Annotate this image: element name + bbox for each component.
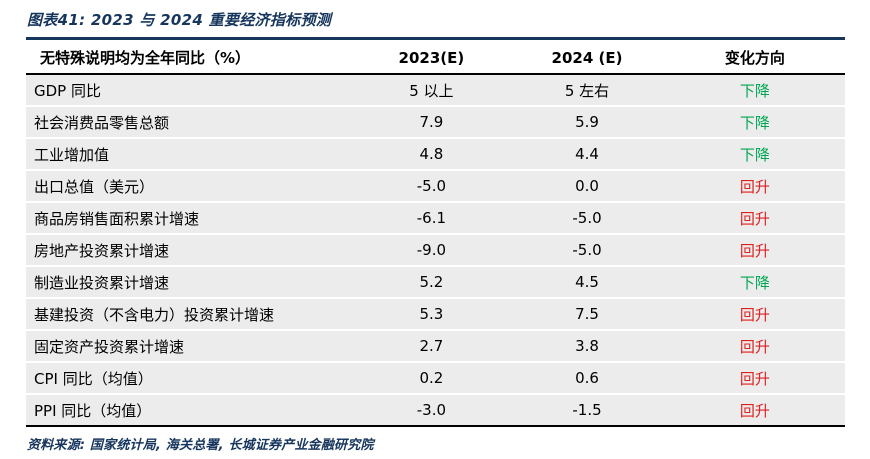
value-2023-cell: 5 以上 — [353, 75, 510, 107]
direction-cell: 回升 — [664, 363, 845, 395]
direction-cell: 回升 — [664, 299, 845, 331]
table-row: 固定资产投资累计增速 2.7 3.8 回升 — [26, 331, 845, 363]
direction-cell: 回升 — [664, 171, 845, 203]
forecast-table: 无特殊说明均为全年同比（%） 2023(E) 2024 (E) 变化方向 GDP… — [26, 41, 845, 427]
value-2023-cell: 4.8 — [353, 139, 510, 171]
indicator-cell: CPI 同比（均值） — [26, 363, 354, 395]
value-2023-cell: -5.0 — [353, 171, 510, 203]
direction-cell: 下降 — [664, 267, 845, 299]
direction-cell: 下降 — [664, 139, 845, 171]
direction-cell: 回升 — [664, 235, 845, 267]
value-2023-cell: 2.7 — [353, 331, 510, 363]
direction-cell: 回升 — [664, 203, 845, 235]
header-row: 无特殊说明均为全年同比（%） 2023(E) 2024 (E) 变化方向 — [26, 41, 845, 75]
indicator-cell: 固定资产投资累计增速 — [26, 331, 354, 363]
indicator-cell: 社会消费品零售总额 — [26, 107, 354, 139]
indicator-cell: PPI 同比（均值） — [26, 395, 354, 427]
value-2024-cell: 5.9 — [509, 107, 665, 139]
value-2023-cell: 5.3 — [353, 299, 510, 331]
value-2024-cell: 0.6 — [509, 363, 665, 395]
table-row: CPI 同比（均值） 0.2 0.6 回升 — [26, 363, 845, 395]
indicator-cell: 基建投资（不含电力）投资累计增速 — [26, 299, 354, 331]
value-2024-cell: 7.5 — [509, 299, 665, 331]
table-row: 工业增加值 4.8 4.4 下降 — [26, 139, 845, 171]
table-row: 出口总值（美元） -5.0 0.0 回升 — [26, 171, 845, 203]
value-2023-cell: 0.2 — [353, 363, 510, 395]
header-2024: 2024 (E) — [509, 41, 665, 75]
indicator-cell: 房地产投资累计增速 — [26, 235, 354, 267]
value-2023-cell: 7.9 — [353, 107, 510, 139]
table-row: 商品房销售面积累计增速 -6.1 -5.0 回升 — [26, 203, 845, 235]
value-2024-cell: 4.5 — [509, 267, 665, 299]
indicator-cell: 商品房销售面积累计增速 — [26, 203, 354, 235]
indicator-cell: 工业增加值 — [26, 139, 354, 171]
value-2024-cell: 5 左右 — [509, 75, 665, 107]
value-2024-cell: 4.4 — [509, 139, 665, 171]
direction-cell: 回升 — [664, 395, 845, 427]
table-row: GDP 同比 5 以上 5 左右 下降 — [26, 75, 845, 107]
table-row: 制造业投资累计增速 5.2 4.5 下降 — [26, 267, 845, 299]
direction-cell: 下降 — [664, 107, 845, 139]
indicator-cell: GDP 同比 — [26, 75, 354, 107]
value-2023-cell: -9.0 — [353, 235, 510, 267]
value-2024-cell: -1.5 — [509, 395, 665, 427]
header-2023: 2023(E) — [353, 41, 510, 75]
value-2023-cell: -6.1 — [353, 203, 510, 235]
value-2023-cell: 5.2 — [353, 267, 510, 299]
value-2024-cell: 3.8 — [509, 331, 665, 363]
value-2024-cell: -5.0 — [509, 203, 665, 235]
table-row: 房地产投资累计增速 -9.0 -5.0 回升 — [26, 235, 845, 267]
source-note: 资料来源: 国家统计局, 海关总署, 长城证券产业金融研究院 — [27, 438, 374, 453]
table-body: GDP 同比 5 以上 5 左右 下降 社会消费品零售总额 7.9 5.9 下降 工业增加值 4.… — [26, 75, 845, 427]
indicator-cell: 制造业投资累计增速 — [26, 267, 354, 299]
header-direction: 变化方向 — [664, 41, 845, 75]
direction-cell: 下降 — [664, 75, 845, 107]
value-2024-cell: 0.0 — [509, 171, 665, 203]
figure-title: 图表41: 2023 与 2024 重要经济指标预测 — [27, 11, 332, 29]
header-indicator: 无特殊说明均为全年同比（%） — [26, 41, 354, 75]
value-2024-cell: -5.0 — [509, 235, 665, 267]
table-row: 基建投资（不含电力）投资累计增速 5.3 7.5 回升 — [26, 299, 845, 331]
title-rule — [26, 37, 845, 40]
table-row: 社会消费品零售总额 7.9 5.9 下降 — [26, 107, 845, 139]
table-row: PPI 同比（均值） -3.0 -1.5 回升 — [26, 395, 845, 427]
direction-cell: 回升 — [664, 331, 845, 363]
value-2023-cell: -3.0 — [353, 395, 510, 427]
indicator-cell: 出口总值（美元） — [26, 171, 354, 203]
